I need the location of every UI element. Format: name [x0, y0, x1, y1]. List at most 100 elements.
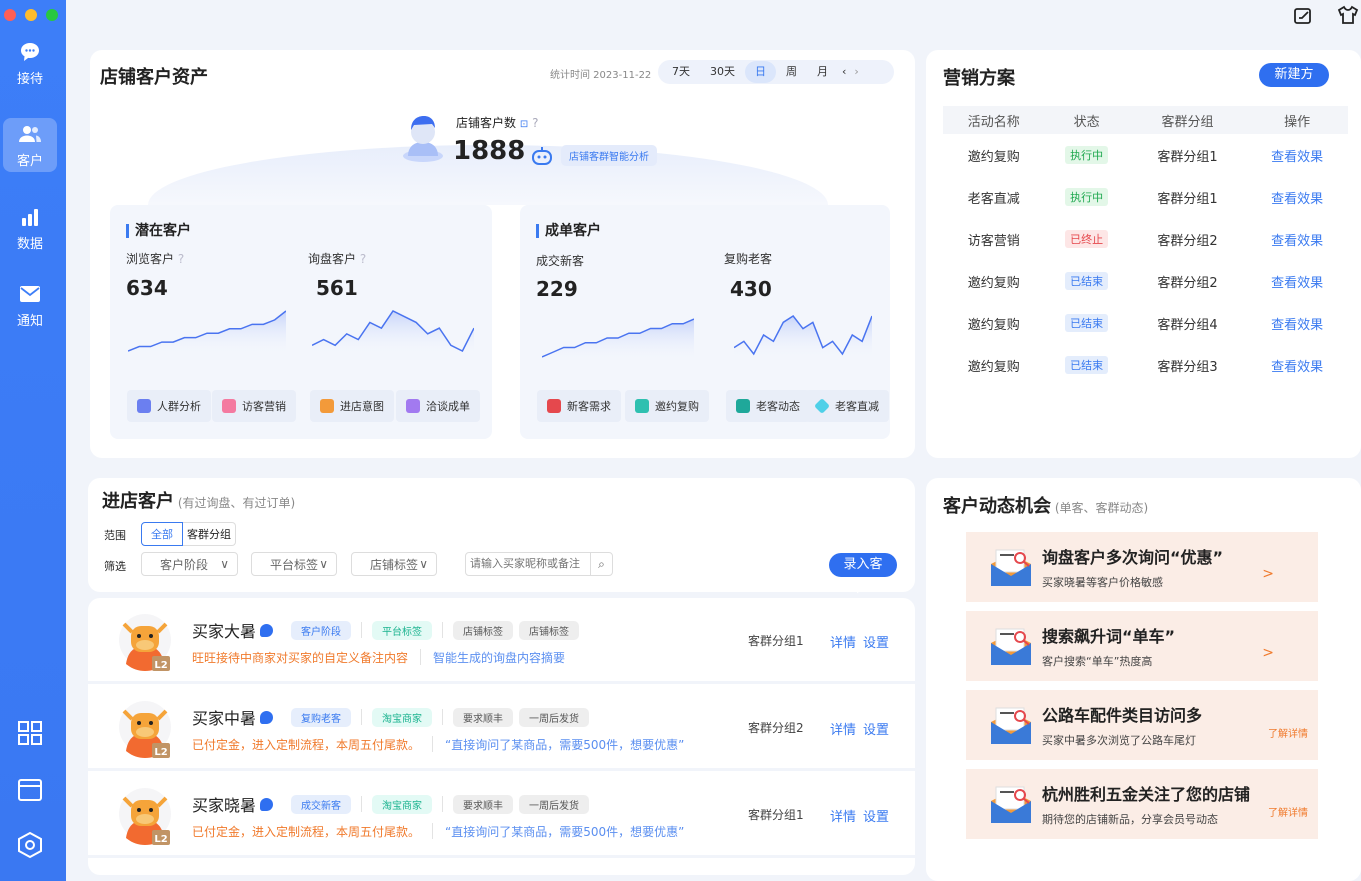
settings-link[interactable]: 设置	[863, 723, 890, 738]
invite-repurchase-button[interactable]: 邀约复购	[625, 390, 709, 422]
period-day[interactable]: 日	[745, 61, 776, 83]
customer-group: 客群分组1	[748, 808, 804, 822]
store-tag-select[interactable]: 店铺标签 ∨	[351, 552, 437, 576]
opportunity-item[interactable]: 杭州胜利五金关注了您的店铺 期待您的店铺新品，分享会员号动态 了解详情	[966, 769, 1318, 839]
view-effect-link[interactable]: 查看效果	[1271, 149, 1324, 165]
opportunity-item[interactable]: 搜索飙升词“单车” 客户搜索“单车”热度高 >	[966, 611, 1318, 681]
trend-icon[interactable]: ⊡	[519, 119, 529, 130]
robot-icon	[532, 147, 552, 165]
grid-icon[interactable]	[17, 720, 43, 746]
chat-icon	[21, 42, 39, 61]
instore-customers-card: 进店客户 (有过询盘、有过订单) 范围 全部 客群分组 筛选 客户阶段 ∨ 平台标…	[88, 478, 915, 596]
sidebar-item-customers[interactable]: 客户	[3, 118, 57, 172]
sparkline-line	[734, 314, 872, 356]
metric-label: 复购老客	[724, 252, 773, 266]
opportunity-action[interactable]: 了解详情	[1268, 807, 1308, 819]
settings-link[interactable]: 设置	[863, 636, 890, 651]
sidebar-item-reception[interactable]: 接待	[3, 36, 57, 90]
wangwang-icon[interactable]	[260, 797, 274, 811]
opportunity-action[interactable]: >	[1262, 645, 1274, 661]
customer-assets-card: 店铺客户资产 统计时间 2023-11-22 7天 30天 日 周 月 ‹ › …	[90, 50, 915, 458]
customer-stage-select[interactable]: 客户阶段 ∨	[141, 552, 238, 576]
help-icon[interactable]: ?	[532, 116, 539, 130]
customer-header: 买家大暑 客户阶段 平台标签 店铺标签 店铺标签	[192, 618, 585, 642]
add-customer-button[interactable]: 录入客户	[829, 553, 897, 596]
sidebar-item-data[interactable]: 数据	[3, 201, 57, 255]
new-plan-button[interactable]: 新建方案	[1259, 63, 1329, 106]
negotiate-deal-button[interactable]: 洽谈成单	[396, 390, 480, 422]
crowd-analysis-button[interactable]: 人群分析	[127, 390, 211, 422]
customer-tag: 复购老客	[291, 707, 352, 727]
sidebar-item-label: 接待	[16, 71, 43, 87]
sparkline-new	[542, 318, 694, 361]
customer-name[interactable]: 买家晓暑	[192, 796, 257, 815]
sidebar-item-notifications[interactable]: 通知	[3, 278, 57, 332]
new-customer-needs-button[interactable]: 新客需求	[537, 390, 621, 422]
old-customer-discount-button[interactable]: 老客直减	[805, 390, 889, 422]
column-header: 活动名称	[943, 106, 1045, 134]
period-month[interactable]: 月	[817, 65, 828, 78]
metric-value: 229	[536, 277, 578, 301]
opportunity-action[interactable]: 了解详情	[1268, 728, 1308, 740]
customer-group: 客群分组1	[748, 634, 804, 648]
search-icon[interactable]: ⌕	[590, 553, 612, 575]
panel-title: 成单客户	[536, 224, 601, 238]
detail-link[interactable]: 详情	[830, 810, 857, 825]
scope-group[interactable]: 客群分组	[183, 522, 236, 546]
old-customer-activity-button[interactable]: 老客动态	[726, 390, 810, 422]
view-effect-link[interactable]: 查看效果	[1271, 317, 1324, 333]
section-header: 客户动态机会 (单客、客群动态)	[943, 496, 1149, 517]
settings-link[interactable]: 设置	[863, 810, 890, 825]
sidebar-item-label: 客户	[16, 153, 43, 169]
shirt-icon[interactable]	[1337, 5, 1359, 25]
level-badge: L2	[154, 747, 167, 758]
opportunity-item[interactable]: 公路车配件类目访问多 买家中暑多次浏览了公路车尾灯 了解详情	[966, 690, 1318, 760]
window-icon[interactable]	[17, 778, 43, 802]
wangwang-icon[interactable]	[260, 710, 274, 724]
metric-value: 634	[126, 276, 168, 300]
opportunity-item[interactable]: 询盘客户多次询问“优惠” 买家晓暑等客户价格敏感 >	[966, 532, 1318, 602]
prev-icon[interactable]: ‹	[842, 65, 847, 78]
view-effect-link[interactable]: 查看效果	[1271, 359, 1324, 375]
activity-name: 老客直减	[967, 191, 1020, 207]
edit-icon[interactable]	[1293, 6, 1313, 26]
table-row: 访客营销 已终止 客群分组2 查看效果	[943, 218, 1348, 260]
filter-label: 筛选	[104, 560, 126, 573]
minimize-window-button[interactable]	[25, 9, 37, 21]
detail-link[interactable]: 详情	[830, 723, 857, 738]
view-effect-link[interactable]: 查看效果	[1271, 233, 1324, 249]
ai-analysis-button[interactable]: 店铺客群智能分析	[561, 145, 657, 166]
group-cell: 客群分组4	[1157, 317, 1218, 333]
customer-tag: 一周后发货	[519, 794, 590, 814]
customer-row: L2 买家大暑 客户阶段 平台标签 店铺标签 店铺标签 旺旺接待中商家对买家的自定义备…	[88, 598, 915, 684]
scope-all[interactable]: 全部	[141, 522, 183, 546]
platform-tag-select[interactable]: 平台标签 ∨	[251, 552, 337, 576]
customer-name[interactable]: 买家大暑	[192, 622, 257, 641]
wangwang-icon[interactable]	[260, 623, 274, 637]
opportunity-action[interactable]: >	[1262, 566, 1274, 582]
view-effect-link[interactable]: 查看效果	[1271, 191, 1324, 207]
scope-label: 范围	[104, 529, 126, 542]
customer-avatar: L2	[119, 614, 171, 671]
customer-name[interactable]: 买家中暑	[192, 709, 257, 728]
detail-link[interactable]: 详情	[830, 636, 857, 651]
store-intent-button[interactable]: 进店意图	[310, 390, 394, 422]
view-effect-link[interactable]: 查看效果	[1271, 275, 1324, 291]
activity-name: 邀约复购	[967, 275, 1020, 291]
status-badge: 已结束	[1065, 314, 1109, 332]
period-30d[interactable]: 30天	[710, 65, 735, 78]
maximize-window-button[interactable]	[46, 9, 58, 21]
visitor-marketing-button[interactable]: 访客营销	[212, 390, 296, 422]
next-icon[interactable]: ›	[854, 65, 859, 78]
search-input[interactable]	[466, 553, 590, 575]
customer-header: 买家中暑 复购老客 淘宝商家 要求顺丰 一周后发货	[192, 705, 595, 729]
customer-tag: 店铺标签	[453, 620, 514, 640]
activity-name: 访客营销	[967, 233, 1020, 249]
status-badge: 执行中	[1065, 188, 1109, 206]
period-week[interactable]: 周	[786, 65, 797, 78]
close-window-button[interactable]	[4, 9, 16, 21]
period-7d[interactable]: 7天	[672, 65, 690, 78]
settings-hex-icon[interactable]	[16, 831, 44, 859]
chevron-down-icon: ∨	[419, 557, 428, 571]
opportunities-card: 客户动态机会 (单客、客群动态) 询盘客户多次询问“优惠” 买家晓暑等客户价格敏…	[926, 478, 1361, 881]
